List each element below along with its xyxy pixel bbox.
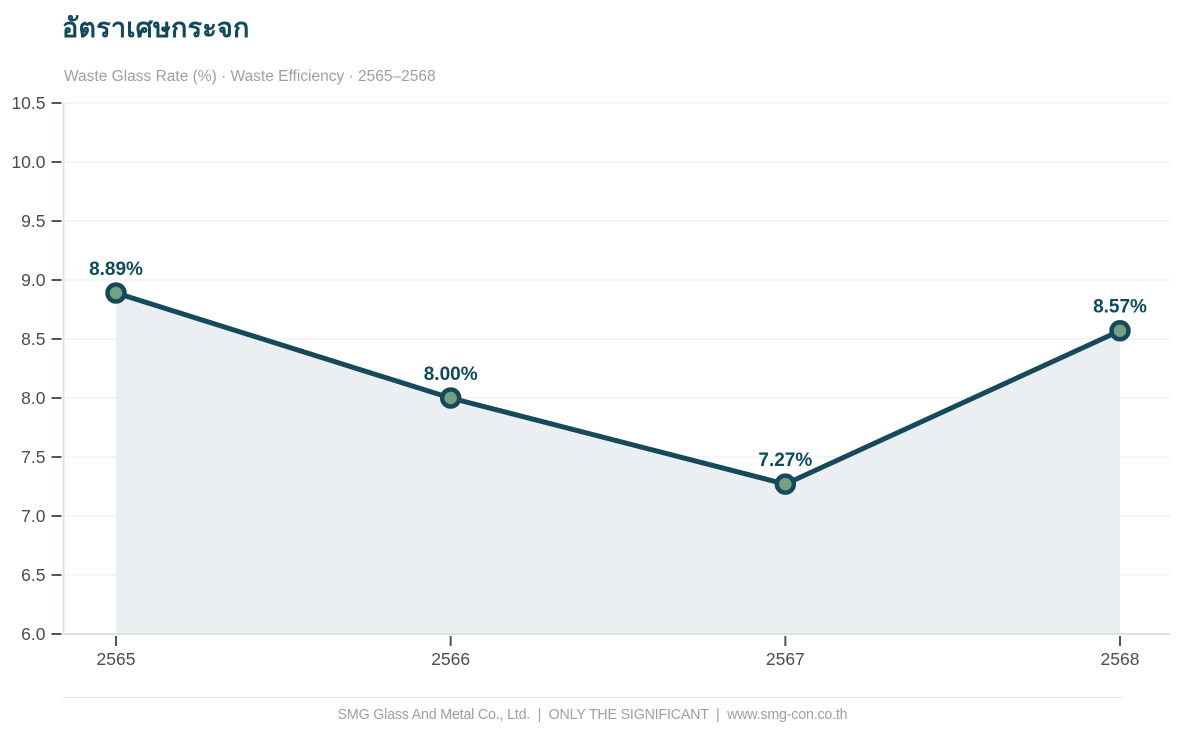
- y-tick-label: 8.5: [21, 329, 45, 349]
- y-tick-label: 7.5: [21, 447, 45, 467]
- y-tick-label: 8.0: [21, 388, 46, 408]
- y-tick-label: 10.5: [11, 93, 45, 113]
- y-tick-label: 6.5: [21, 565, 45, 585]
- x-tick-label: 2568: [1101, 649, 1140, 669]
- chart-title: อัตราเศษกระจก: [62, 13, 250, 43]
- data-point-label: 8.89%: [89, 259, 143, 280]
- data-point-label: 8.00%: [424, 364, 478, 385]
- data-point-label: 7.27%: [758, 450, 812, 471]
- y-tick-label: 9.5: [21, 211, 45, 231]
- data-point: [439, 387, 462, 409]
- data-point-label: 8.57%: [1093, 297, 1147, 318]
- area-fill: [116, 292, 1120, 634]
- y-tick-label: 7.0: [21, 506, 46, 526]
- chart-subtitle: Waste Glass Rate (%) · Waste Efficiency …: [64, 68, 436, 85]
- data-point: [105, 282, 127, 304]
- data-point: [1109, 319, 1131, 342]
- y-tick-label: 9.0: [21, 270, 46, 290]
- x-tick-label: 2565: [97, 649, 136, 669]
- x-tick-label: 2566: [431, 649, 470, 669]
- y-tick-label: 6.0: [21, 624, 46, 644]
- footer-divider: [63, 697, 1122, 698]
- data-line: [113, 290, 1123, 487]
- y-tick-label: 10.0: [11, 152, 45, 172]
- data-point: [774, 473, 797, 495]
- x-tick-label: 2567: [766, 649, 805, 669]
- footer-text: SMG Glass And Metal Co., Ltd. | ONLY THE…: [337, 706, 848, 723]
